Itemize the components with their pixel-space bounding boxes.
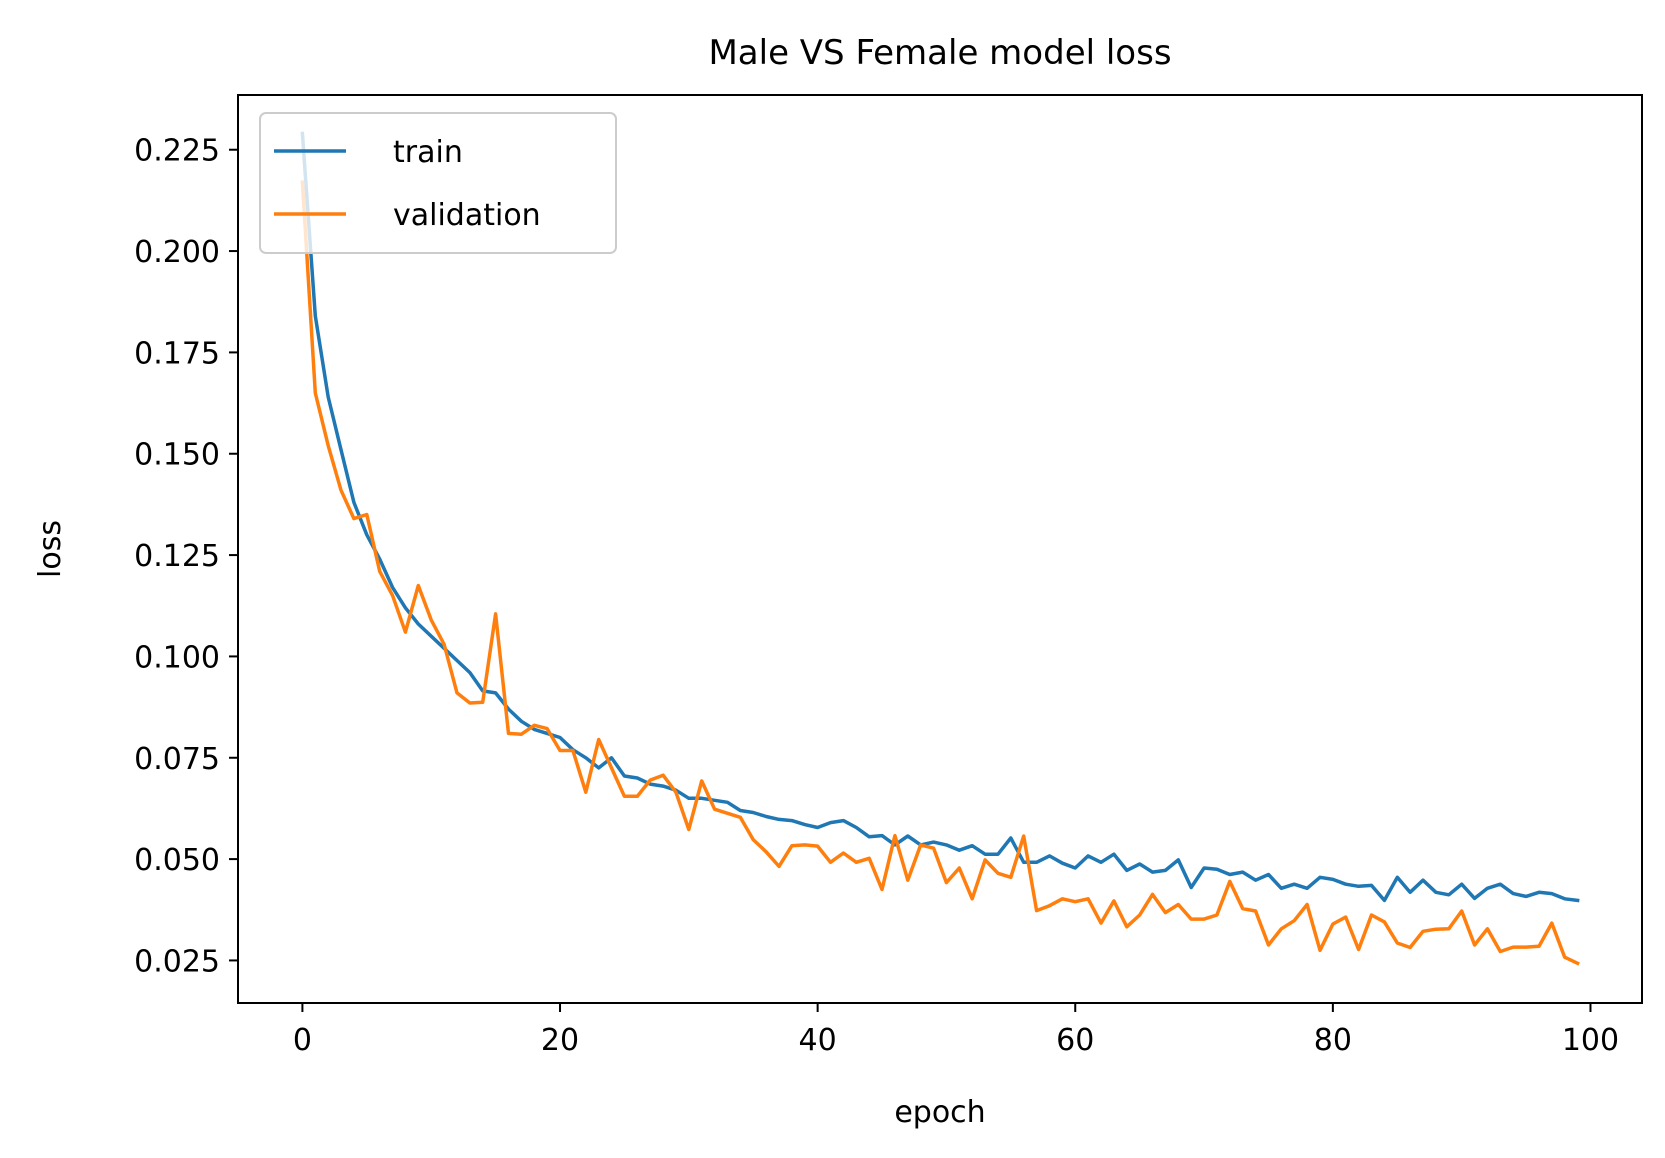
ticks-layer: 0 20 40 60 80 100 0.025 0.050 0.075 0.100 0.125 0.1…	[134, 134, 1619, 1058]
y-tick-label: 0.200	[134, 235, 220, 270]
series-line-train	[300, 131, 1580, 903]
y-tick-label: 0.100	[134, 640, 220, 675]
y-tick-label: 0.050	[134, 843, 220, 878]
y-tick-label: 0.225	[134, 134, 220, 169]
series-layer	[300, 131, 1580, 966]
y-tick-label: 0.175	[134, 336, 220, 371]
x-tick-label: 20	[541, 1023, 579, 1058]
plot-frame	[237, 94, 1643, 1004]
y-tick-label: 0.125	[134, 539, 220, 574]
x-tick-label: 40	[799, 1023, 837, 1058]
legend-label-train: train	[393, 135, 463, 170]
x-axis-label: epoch	[894, 1095, 985, 1130]
series-line-validation	[300, 180, 1580, 966]
x-tick-label: 0	[293, 1023, 312, 1058]
x-tick-label: 60	[1056, 1023, 1094, 1058]
y-axis-label: loss	[33, 520, 68, 578]
legend-box	[259, 112, 617, 254]
x-tick-label: 100	[1562, 1023, 1619, 1058]
legend: train validation	[259, 112, 617, 254]
y-tick-label: 0.075	[134, 742, 220, 777]
y-tick-label: 0.025	[134, 944, 220, 979]
y-tick-label: 0.150	[134, 438, 220, 473]
legend-label-validation: validation	[393, 198, 541, 233]
chart-title: Male VS Female model loss	[708, 33, 1171, 73]
x-tick-label: 80	[1314, 1023, 1352, 1058]
